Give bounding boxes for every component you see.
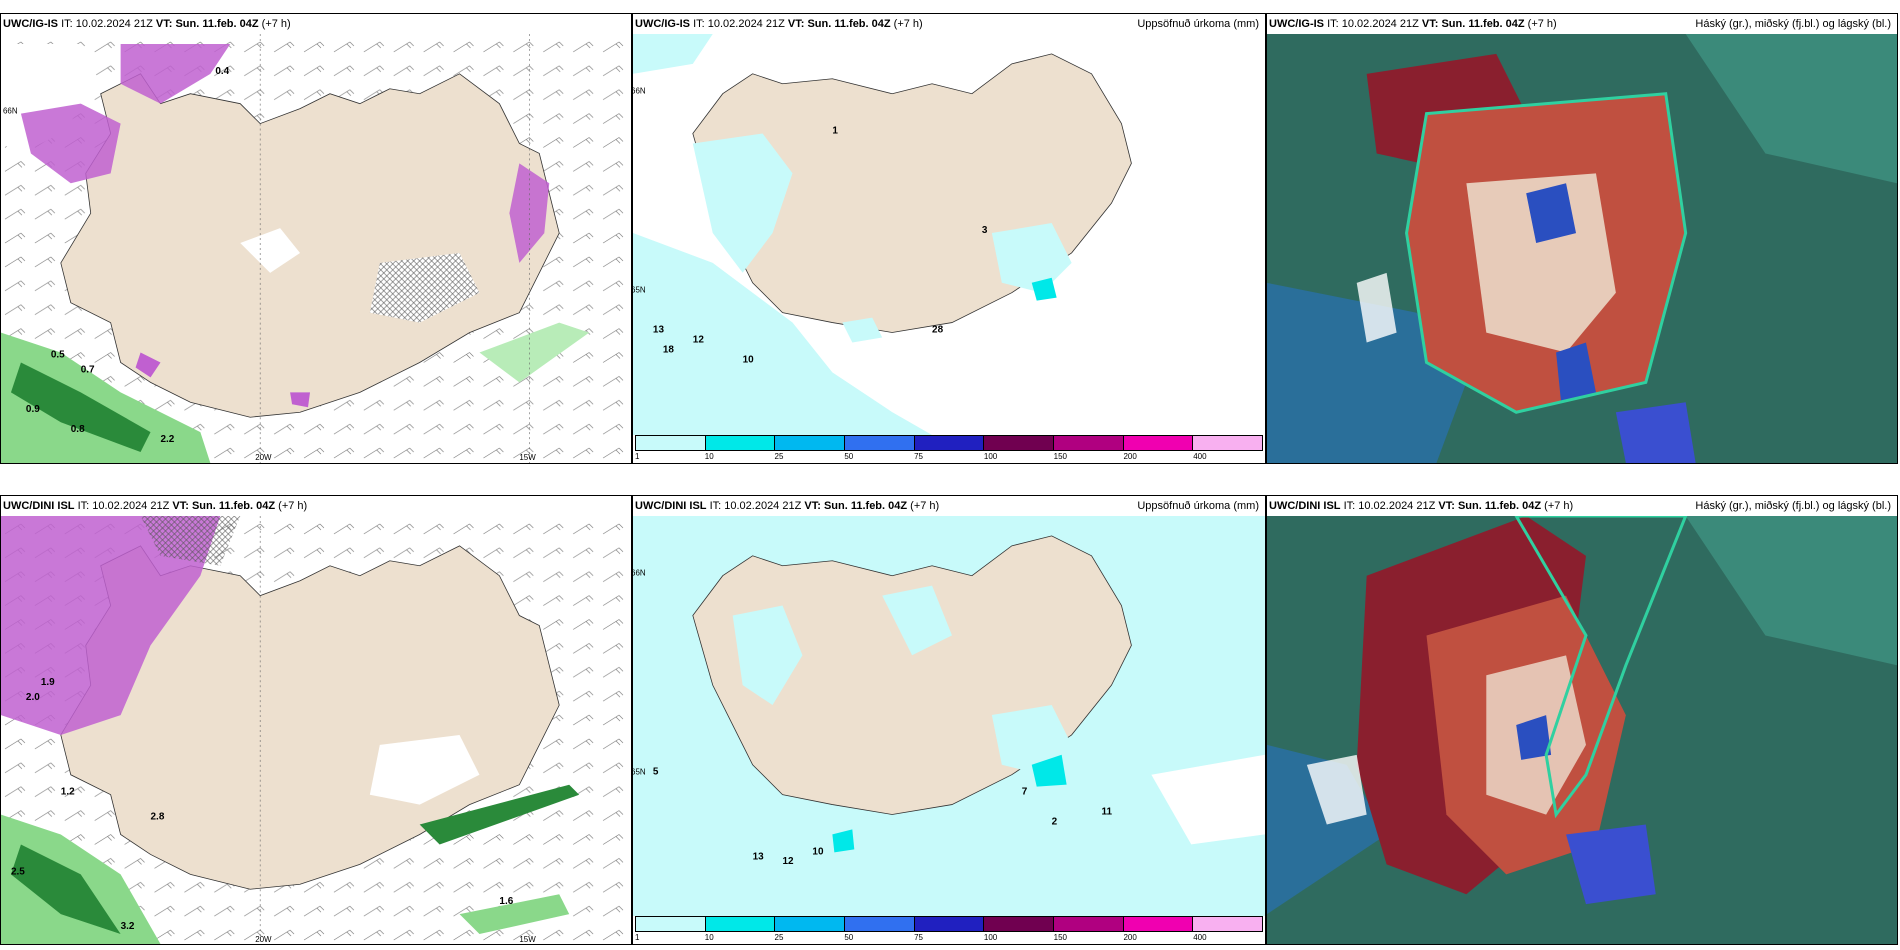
colorbar-label: 25	[774, 452, 784, 461]
panel-title: UWC/DINI ISL IT: 10.02.2024 21Z VT: Sun.…	[3, 500, 308, 512]
colorbar-swatch	[636, 436, 706, 450]
snow-label: 2.5	[11, 866, 25, 877]
colorbar-label: 100	[983, 452, 998, 461]
snow-label: 0.4	[215, 66, 229, 77]
colorbar-label: 150	[1053, 452, 1068, 461]
colorbar-label: 75	[914, 452, 924, 461]
snow-label: 2.0	[26, 692, 40, 703]
snow-label: 1.6	[499, 896, 513, 907]
snow-label: 1.9	[41, 677, 55, 688]
colorbar-swatch	[845, 436, 915, 450]
snow-wind-map: 0.4 0.5 0.7 0.9 0.8 2.2 20W 15W 66N	[1, 34, 631, 463]
precip-label: 7	[1022, 787, 1028, 798]
lat-label: 65N	[633, 768, 646, 777]
snow-label: 3.2	[121, 921, 135, 932]
colorbar-label: 1	[635, 933, 640, 942]
colorbar-label: 400	[1193, 933, 1207, 942]
colorbar-label: 10	[704, 933, 714, 942]
colorbar-swatch	[914, 917, 985, 931]
panel-title: UWC/DINI ISL IT: 10.02.2024 21Z VT: Sun.…	[635, 500, 1259, 512]
colorbar-swatch	[1123, 436, 1194, 450]
colorbar-swatch	[984, 917, 1055, 931]
colorbar-label: 75	[914, 933, 924, 942]
precip-label: 11	[1102, 807, 1113, 818]
snow-label: 0.8	[71, 424, 85, 435]
panel-title: UWC/IG-IS IT: 10.02.2024 21Z VT: Sun. 11…	[3, 18, 291, 30]
lon-label: 15W	[519, 453, 536, 462]
snow-label: 1.2	[61, 787, 75, 798]
colorbar-label: 50	[844, 452, 854, 461]
colorbar-swatch	[845, 917, 915, 931]
colorbar-swatch	[775, 917, 846, 931]
colorbar-label: 200	[1123, 452, 1137, 461]
panel-title: UWC/IG-IS IT: 10.02.2024 21Z VT: Sun. 11…	[1269, 18, 1891, 30]
precip-label: 10	[743, 354, 755, 365]
colorbar-label: 400	[1193, 452, 1207, 461]
panel-clouds-top: UWC/IG-IS IT: 10.02.2024 21Z VT: Sun. 11…	[1266, 13, 1898, 464]
colorbar-swatch	[636, 917, 706, 931]
colorbar-swatch	[1193, 436, 1263, 450]
colorbar-label: 10	[704, 452, 714, 461]
precip-label: 2	[1052, 816, 1058, 827]
colorbar-swatch	[1193, 917, 1263, 931]
lat-label: 66N	[633, 87, 646, 96]
precip-colorbar: 1 10 25 50 75 100 150 200 400	[633, 916, 1265, 944]
precip-label: 13	[653, 325, 665, 336]
snow-wind-map: 1.9 2.0 2.8 1.2 2.5 1.6 3.2 20W 15W	[1, 516, 631, 944]
lon-label: 20W	[255, 453, 272, 462]
snow-label: 0.7	[81, 364, 95, 375]
panel-clouds-bottom: UWC/DINI ISL IT: 10.02.2024 21Z VT: Sun.…	[1266, 495, 1898, 945]
lat-label: 66N	[633, 569, 646, 578]
colorbar-swatch	[1123, 917, 1194, 931]
colorbar-swatch	[914, 436, 985, 450]
precip-label: 12	[693, 334, 705, 345]
precip-label: 1	[832, 126, 838, 137]
precip-label: 5	[653, 767, 659, 778]
precip-label: 13	[753, 851, 765, 862]
snow-label: 2.2	[160, 434, 174, 445]
cloud-map	[1267, 516, 1897, 944]
precip-colorbar: 1 10 25 50 75 100 150 200 400	[633, 435, 1265, 463]
lon-label: 15W	[519, 935, 536, 944]
colorbar-swatch	[705, 917, 776, 931]
precip-map: 13 12 10 5 11 7 2 66N 65N	[633, 516, 1265, 916]
colorbar-swatch	[1054, 917, 1124, 931]
colorbar-swatch	[775, 436, 846, 450]
cloud-map	[1267, 34, 1897, 463]
colorbar-label: 100	[983, 933, 998, 942]
panel-title: UWC/IG-IS IT: 10.02.2024 21Z VT: Sun. 11…	[635, 18, 1259, 30]
panel-snow-bottom: UWC/DINI ISL IT: 10.02.2024 21Z VT: Sun.…	[0, 495, 632, 945]
colorbar-label: 25	[774, 933, 784, 942]
precip-label: 3	[982, 225, 988, 236]
precip-label: 28	[932, 325, 944, 336]
precip-label: 10	[812, 846, 824, 857]
colorbar-label: 50	[844, 933, 854, 942]
lon-label: 20W	[255, 935, 272, 944]
snow-label: 0.9	[26, 404, 40, 415]
precip-label: 12	[783, 856, 795, 867]
colorbar-label: 150	[1053, 933, 1068, 942]
snow-label: 0.5	[51, 349, 65, 360]
colorbar-swatch	[1054, 436, 1124, 450]
colorbar-label: 1	[635, 452, 640, 461]
precip-label: 18	[663, 344, 675, 355]
panel-precip-top: UWC/IG-IS IT: 10.02.2024 21Z VT: Sun. 11…	[632, 13, 1266, 464]
colorbar-label: 200	[1123, 933, 1137, 942]
lat-label: 65N	[633, 286, 646, 295]
colorbar-swatch	[984, 436, 1055, 450]
panel-title: UWC/DINI ISL IT: 10.02.2024 21Z VT: Sun.…	[1269, 500, 1891, 512]
precip-map: 13 18 12 28 1 3 10 66N 65N	[633, 34, 1265, 435]
colorbar-swatch	[705, 436, 776, 450]
panel-snow-top: UWC/IG-IS IT: 10.02.2024 21Z VT: Sun. 11…	[0, 13, 632, 464]
panel-precip-bottom: UWC/DINI ISL IT: 10.02.2024 21Z VT: Sun.…	[632, 495, 1266, 945]
lat-label: 66N	[3, 107, 18, 116]
snow-label: 2.8	[151, 812, 165, 823]
